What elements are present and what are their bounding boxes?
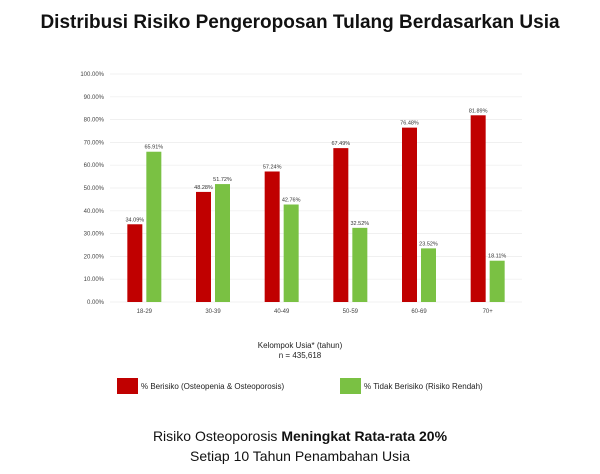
bar-at-risk — [470, 115, 486, 302]
bar-not-at-risk — [489, 260, 505, 302]
x-axis-title: Kelompok Usia* (tahun) — [257, 341, 343, 350]
bar-not-at-risk — [146, 151, 162, 302]
data-label: 48.28% — [194, 185, 213, 191]
x-tick-label: 40-49 — [274, 309, 290, 315]
bar-not-at-risk — [283, 204, 299, 302]
footer-line2: Setiap 10 Tahun Penambahan Usia — [189, 448, 410, 464]
y-tick-label: 80.00% — [84, 118, 105, 124]
x-tick-label: 70+ — [483, 309, 494, 315]
bar-at-risk — [333, 148, 349, 302]
data-label: 23.52% — [419, 241, 438, 247]
bar-at-risk — [402, 127, 417, 302]
legend-label: % Berisiko (Osteopenia & Osteoporosis) — [141, 381, 285, 391]
data-label: 34.09% — [126, 217, 145, 223]
y-tick-label: 100.00% — [80, 72, 104, 78]
data-label: 51.72% — [213, 177, 232, 183]
bar-not-at-risk — [352, 227, 368, 302]
chart-title: Distribusi Risiko Pengeroposan Tulang Be… — [40, 12, 560, 33]
footer-line1-prefix: Risiko Osteoporosis — [152, 428, 282, 444]
data-label: 18.11% — [488, 254, 506, 260]
legend-item-not-at-risk: % Tidak Berisiko (Risiko Rendah) — [340, 378, 483, 394]
bar-at-risk — [127, 224, 143, 302]
y-tick-label: 60.00% — [84, 163, 105, 169]
data-label: 67.49% — [332, 141, 351, 147]
y-tick-label: 10.00% — [84, 277, 105, 283]
legend-label: % Tidak Berisiko (Risiko Rendah) — [364, 381, 483, 391]
bar-at-risk — [196, 191, 211, 302]
bar-not-at-risk — [421, 248, 436, 302]
x-tick-label: 60-69 — [411, 309, 427, 315]
x-axis-label: Kelompok Usia* (tahun) n = 435,618 — [0, 341, 600, 361]
y-tick-label: 30.00% — [84, 232, 105, 238]
y-tick-label: 50.00% — [84, 186, 105, 192]
data-label: 65.91% — [145, 145, 164, 151]
data-label: 81.89% — [469, 108, 488, 114]
sample-size-note: n = 435,618 — [278, 351, 322, 360]
y-tick-label: 20.00% — [84, 254, 105, 260]
legend-swatch-green — [340, 378, 361, 394]
x-tick-label: 18-29 — [137, 309, 153, 315]
footer-caption: Risiko Osteoporosis Meningkat Rata-rata … — [0, 426, 600, 466]
legend-swatch-red — [117, 378, 138, 394]
legend-item-at-risk: % Berisiko (Osteopenia & Osteoporosis) — [117, 378, 284, 394]
bar-at-risk — [264, 171, 280, 302]
data-label: 76.48% — [400, 121, 419, 127]
y-tick-label: 70.00% — [84, 140, 105, 146]
x-tick-label: 30-39 — [205, 309, 221, 315]
data-label: 42.76% — [282, 198, 301, 204]
y-tick-label: 90.00% — [84, 95, 105, 101]
footer-line1-bold: Meningkat Rata-rata 20% — [281, 428, 448, 444]
y-tick-label: 40.00% — [84, 209, 105, 215]
bar-not-at-risk — [215, 184, 230, 302]
plot-area: 0.00% 10.00% 20.00% 30.00% 40.00% 50.00% 60.00… — [80, 72, 522, 315]
x-tick-label: 50-59 — [343, 309, 359, 315]
data-label: 57.24% — [263, 164, 282, 170]
y-tick-label: 0.00% — [87, 300, 105, 306]
data-label: 32.52% — [351, 221, 370, 227]
